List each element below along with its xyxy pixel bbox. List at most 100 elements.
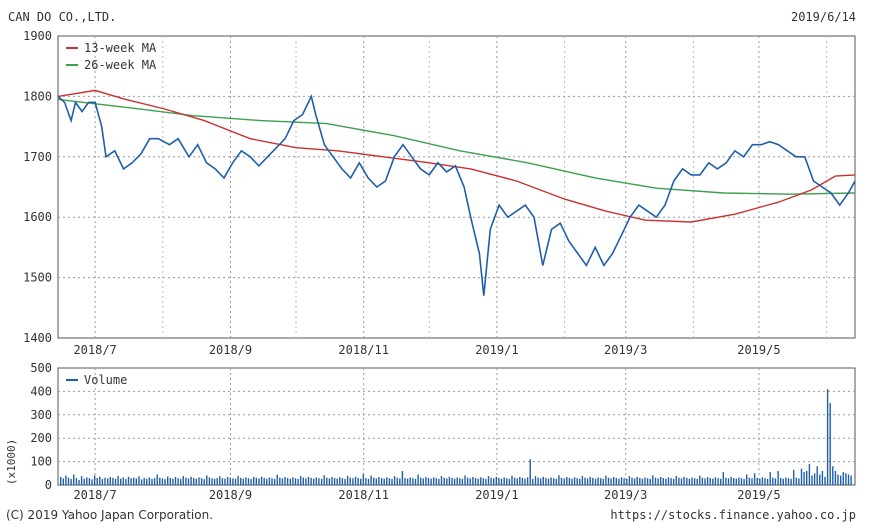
volume-bar [560, 477, 563, 485]
volume-bar [777, 471, 779, 485]
volume-bar [352, 478, 354, 485]
volume-bar [114, 478, 117, 485]
volume-bar [159, 477, 161, 485]
volume-bar [626, 478, 628, 485]
volume-bar [495, 476, 497, 485]
volume-bar [305, 478, 307, 485]
volume-bar [800, 468, 803, 485]
volume-bar [600, 478, 602, 485]
volume-bar [819, 474, 821, 485]
volume-bar [845, 473, 847, 485]
volume-bar [268, 477, 271, 485]
volume-bar [208, 477, 211, 485]
copyright-text: (C) 2019 Yahoo Japan Corporation. [6, 508, 214, 522]
volume-bar [568, 478, 571, 485]
chart-date: 2019/6/14 [790, 10, 856, 24]
volume-bar [720, 478, 722, 485]
volume-bar [686, 478, 688, 485]
volume-bar [242, 478, 244, 485]
volume-bar [513, 477, 516, 485]
volume-x-tick-label: 2018/11 [338, 488, 389, 502]
volume-bar [774, 478, 777, 485]
price-line [57, 94, 856, 296]
price-x-tick-label: 2019/1 [475, 343, 518, 357]
price-x-tick-label: 2018/11 [338, 343, 389, 357]
volume-bar [307, 476, 310, 485]
volume-bar [453, 478, 456, 485]
volume-bar [753, 473, 756, 485]
volume-bar [292, 477, 294, 485]
volume-bar [532, 478, 534, 485]
volume-x-tick-label: 2019/1 [475, 488, 518, 502]
volume-x-tick-label: 2019/5 [737, 488, 780, 502]
volume-bar [146, 478, 148, 485]
volume-bar [279, 477, 281, 485]
volume-bar [99, 476, 101, 485]
volume-bar [808, 463, 811, 485]
volume-bar [472, 477, 474, 485]
volume-bar [406, 478, 409, 485]
volume-bar [524, 478, 526, 485]
volume-bar [456, 477, 458, 485]
volume-bar [354, 476, 357, 485]
volume-bar [344, 478, 346, 485]
moving-average-line-2 [57, 98, 856, 195]
volume-bar [60, 476, 62, 485]
volume-bar [193, 478, 195, 485]
volume-bar [339, 477, 341, 485]
volume-bar [75, 478, 78, 485]
volume-bar [446, 478, 448, 485]
volume-bar [628, 476, 631, 485]
volume-bar [733, 478, 735, 485]
volume-bar [302, 477, 304, 485]
volume-bar [558, 475, 560, 485]
volume-bar [683, 476, 685, 485]
company-name: CAN DO CO.,LTD. [8, 10, 117, 24]
volume-bar [657, 478, 659, 485]
price-plot-area [57, 35, 856, 339]
volume-bar [480, 477, 482, 485]
volume-bar [206, 475, 208, 485]
volume-bar [555, 478, 557, 485]
volume-bar [367, 478, 370, 485]
volume-bar [701, 477, 704, 485]
volume-bar [610, 478, 612, 485]
volume-bar [607, 477, 610, 485]
volume-bar [378, 477, 380, 485]
volume-bar [826, 389, 829, 485]
volume-bar [117, 475, 119, 485]
volume-bar [375, 478, 377, 485]
volume-bar [187, 478, 190, 485]
volume-bar [602, 478, 604, 485]
volume-bar [310, 478, 312, 485]
volume-bar [482, 478, 484, 485]
volume-bar [500, 478, 503, 485]
volume-bar [474, 478, 477, 485]
volume-bar [829, 403, 831, 485]
volume-bar [813, 473, 816, 485]
volume-bar [237, 475, 239, 485]
volume-bar [526, 477, 529, 485]
volume-bar [318, 478, 320, 485]
volume-bar [151, 478, 153, 485]
volume-bar [459, 478, 461, 485]
volume-bar [93, 475, 96, 485]
volume-bar [748, 477, 751, 485]
price-y-tick-label: 1500 [23, 271, 52, 285]
volume-y-tick-label: 100 [30, 455, 52, 469]
volume-bar [224, 478, 226, 485]
volume-bar [654, 477, 657, 485]
volume-plot-area [57, 367, 856, 486]
volume-bar [297, 478, 299, 485]
volume-bar [70, 478, 72, 485]
volume-bar [346, 475, 349, 485]
volume-bar [62, 478, 64, 485]
volume-bar [597, 477, 599, 485]
volume-bar [229, 477, 231, 485]
price-y-tick-label: 1900 [23, 29, 52, 43]
volume-bar [511, 475, 513, 485]
volume-bar [662, 478, 664, 485]
volume-bar [148, 477, 151, 485]
volume-bar [832, 466, 834, 485]
